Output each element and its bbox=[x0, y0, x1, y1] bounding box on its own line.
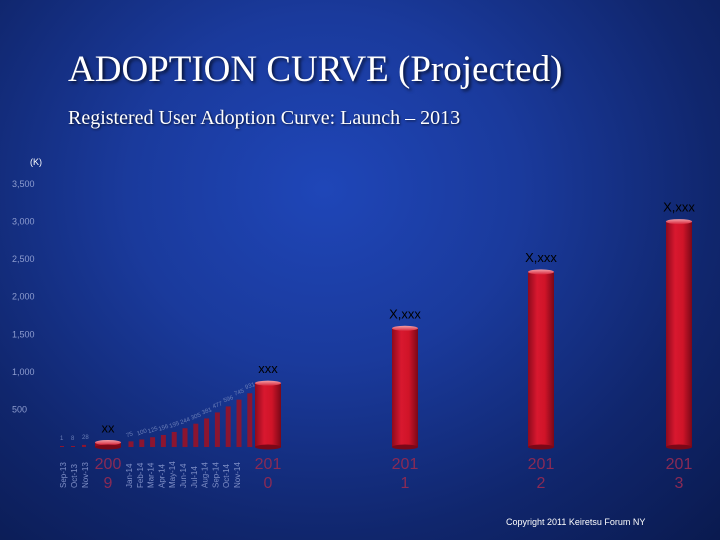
year-bar-cap bbox=[666, 219, 692, 225]
year-bar-value-label: X,xxx bbox=[663, 200, 695, 215]
monthly-bar bbox=[247, 393, 253, 447]
year-category-label: 201 bbox=[255, 456, 282, 473]
monthly-bar bbox=[139, 439, 145, 447]
year-category-label: 0 bbox=[264, 475, 273, 492]
x-month-label: May-14 bbox=[168, 461, 177, 488]
year-category-label: 201 bbox=[666, 456, 693, 473]
monthly-value-label: 100 bbox=[136, 428, 148, 437]
x-month-label: Oct-13 bbox=[70, 463, 79, 488]
y-tick-label: 3,500 bbox=[12, 179, 35, 189]
year-bar bbox=[666, 221, 692, 447]
x-month-label: Sep-14 bbox=[211, 462, 220, 488]
copyright-footer: Copyright 2011 Keiretsu Forum NY bbox=[506, 517, 646, 527]
x-month-label: Oct-14 bbox=[222, 463, 231, 488]
monthly-value-label: 305 bbox=[190, 412, 202, 421]
monthly-bar bbox=[225, 406, 231, 447]
year-category-label: 1 bbox=[401, 475, 410, 492]
year-bar bbox=[528, 271, 554, 447]
x-month-label: Mar-14 bbox=[147, 462, 156, 488]
y-tick-label: 2,500 bbox=[12, 254, 35, 264]
monthly-bar bbox=[71, 446, 75, 447]
year-bar-base bbox=[255, 444, 281, 450]
y-tick-label: 1,000 bbox=[12, 367, 35, 377]
x-month-label: Feb-14 bbox=[136, 462, 145, 488]
year-bar-cap bbox=[95, 439, 121, 445]
year-bar-base bbox=[528, 444, 554, 450]
year-bar-cap bbox=[255, 380, 281, 386]
year-bar-value-label: X,xxx bbox=[389, 306, 421, 321]
year-bar-cap bbox=[392, 325, 418, 331]
year-bar-base bbox=[95, 444, 121, 450]
chart-subtitle: Registered User Adoption Curve: Launch –… bbox=[68, 107, 461, 129]
x-month-label: Jan-14 bbox=[125, 463, 134, 488]
year-bar-value-label: xxx bbox=[258, 361, 278, 376]
monthly-bar bbox=[150, 437, 156, 447]
monthly-value-label: 244 bbox=[180, 417, 192, 426]
year-category-label: 200 bbox=[95, 456, 122, 473]
monthly-value-label: 28 bbox=[82, 435, 89, 441]
year-category-label: 9 bbox=[104, 475, 113, 492]
monthly-value-label: 195 bbox=[169, 421, 181, 430]
monthly-value-label: 745 bbox=[234, 388, 246, 397]
monthly-value-label: 477 bbox=[212, 401, 224, 410]
monthly-value-label: 8 bbox=[71, 436, 75, 442]
monthly-bar bbox=[160, 434, 166, 447]
monthly-bar bbox=[82, 444, 86, 447]
x-month-label: Aug-14 bbox=[201, 462, 210, 488]
year-category-label: 2 bbox=[537, 475, 546, 492]
monthly-value-label: 1 bbox=[60, 436, 64, 442]
year-bar-value-label: xx bbox=[102, 420, 116, 435]
y-tick-label: 2,000 bbox=[12, 292, 35, 302]
year-bar bbox=[255, 383, 281, 447]
monthly-bar bbox=[128, 441, 134, 447]
monthly-value-label: 125 bbox=[147, 426, 159, 435]
monthly-bar bbox=[171, 431, 177, 447]
y-tick-label: 500 bbox=[12, 404, 27, 414]
year-category-label: 3 bbox=[675, 475, 684, 492]
monthly-value-label: 596 bbox=[223, 395, 235, 404]
monthly-bar bbox=[204, 418, 210, 447]
year-bar bbox=[392, 328, 418, 447]
monthly-value-label: 381 bbox=[201, 407, 213, 416]
year-category-label: 201 bbox=[528, 456, 555, 473]
monthly-value-label: 931 bbox=[244, 382, 256, 391]
monthly-value-label: 75 bbox=[126, 431, 135, 439]
year-category-label: 201 bbox=[392, 456, 419, 473]
year-bar-value-label: X,xxx bbox=[525, 250, 557, 265]
x-month-label: Apr-14 bbox=[157, 463, 166, 488]
monthly-bar bbox=[60, 446, 64, 447]
y-tick-label: 3,000 bbox=[12, 217, 35, 227]
year-bar-base bbox=[392, 444, 418, 450]
monthly-value-label: 156 bbox=[158, 424, 170, 433]
monthly-bar bbox=[236, 399, 242, 447]
x-month-label: Nov-13 bbox=[81, 462, 90, 488]
monthly-bar bbox=[214, 412, 220, 447]
x-month-label: Sep-13 bbox=[59, 462, 68, 488]
year-bar-cap bbox=[528, 269, 554, 275]
monthly-bar bbox=[193, 423, 199, 447]
x-month-label: Nov-14 bbox=[233, 462, 242, 488]
y-tick-label: 1,500 bbox=[12, 329, 35, 339]
year-bar-base bbox=[666, 444, 692, 450]
monthly-bar bbox=[182, 428, 188, 447]
x-month-label: Jul-14 bbox=[190, 466, 199, 488]
x-month-label: Jun-14 bbox=[179, 463, 188, 488]
page-title: ADOPTION CURVE (Projected) bbox=[68, 49, 563, 90]
y-unit-label: (K) bbox=[30, 157, 42, 167]
